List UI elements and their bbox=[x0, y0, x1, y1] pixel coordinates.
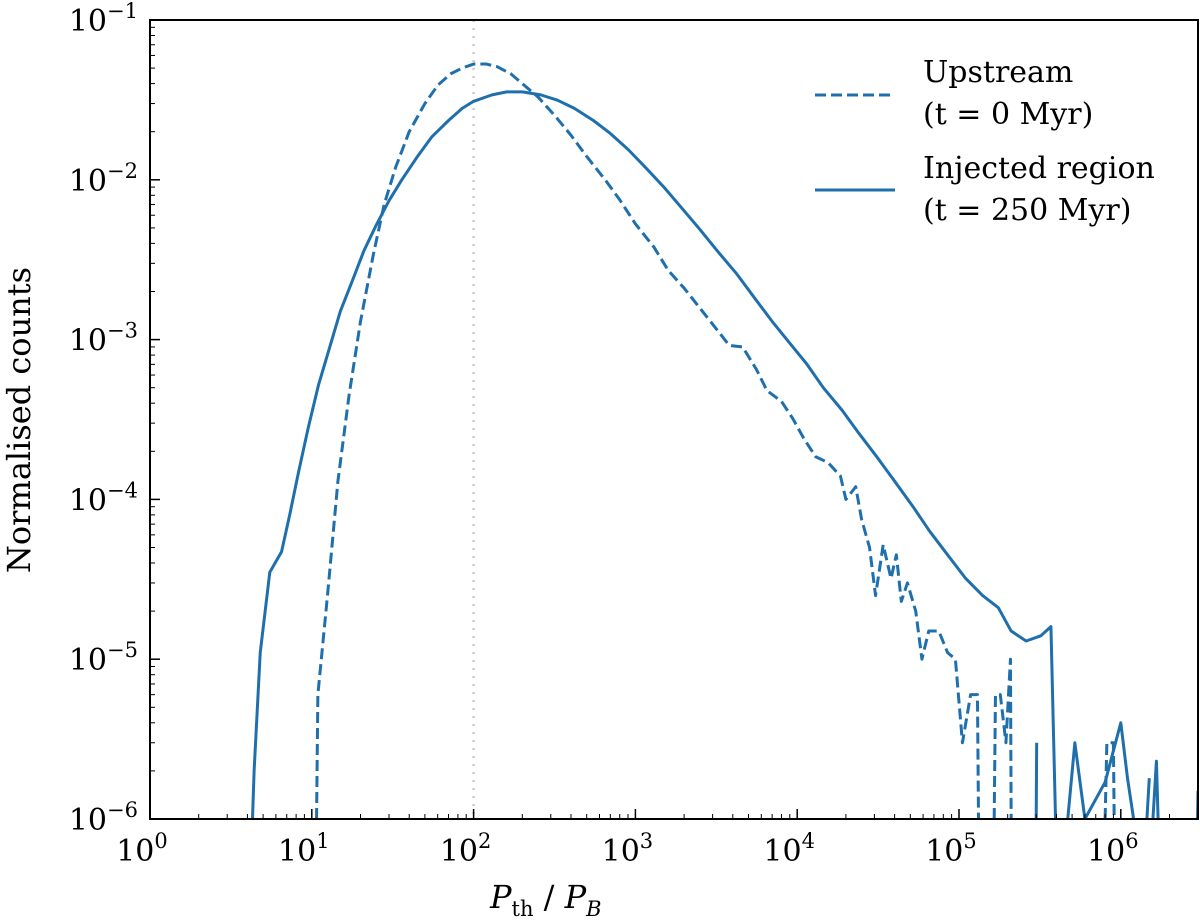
legend: Upstream (t = 0 Myr) Injected region (t … bbox=[815, 55, 1155, 228]
y-tick-label: 10−4 bbox=[69, 478, 138, 518]
y-tick-label: 10−1 bbox=[69, 0, 138, 39]
x-tick-labels: 100 101 102 103 104 105 106 bbox=[116, 829, 1138, 869]
x-tick-label: 106 bbox=[1087, 829, 1139, 869]
y-tick-labels: 10−6 10−5 10−4 10−3 10−2 10−1 bbox=[69, 0, 138, 838]
x-tick-label: 104 bbox=[763, 829, 815, 869]
y-tick-label: 10−2 bbox=[69, 159, 138, 199]
y-axis-label: Normalised counts bbox=[0, 267, 38, 573]
y-tick-label: 10−6 bbox=[69, 798, 138, 838]
series-group bbox=[251, 62, 1198, 819]
series-line-injected-region bbox=[251, 90, 1198, 819]
y-tick-label: 10−5 bbox=[69, 638, 138, 678]
x-tick-label: 103 bbox=[602, 829, 654, 869]
x-axis-label: Pth / PB bbox=[489, 878, 602, 921]
x-tick-label: 100 bbox=[116, 829, 168, 869]
x-tick-label: 102 bbox=[440, 829, 492, 869]
legend-sublabel-injected: (t = 250 Myr) bbox=[923, 193, 1131, 228]
x-tick-label: 105 bbox=[925, 829, 977, 869]
plot-frame bbox=[149, 19, 1199, 820]
x-tick-label: 101 bbox=[278, 829, 330, 869]
legend-label-upstream: Upstream bbox=[923, 55, 1073, 90]
legend-sublabel-upstream: (t = 0 Myr) bbox=[923, 97, 1093, 132]
legend-label-injected: Injected region bbox=[923, 151, 1155, 186]
ticks-group bbox=[149, 19, 1199, 820]
y-tick-label: 10−3 bbox=[69, 319, 138, 359]
